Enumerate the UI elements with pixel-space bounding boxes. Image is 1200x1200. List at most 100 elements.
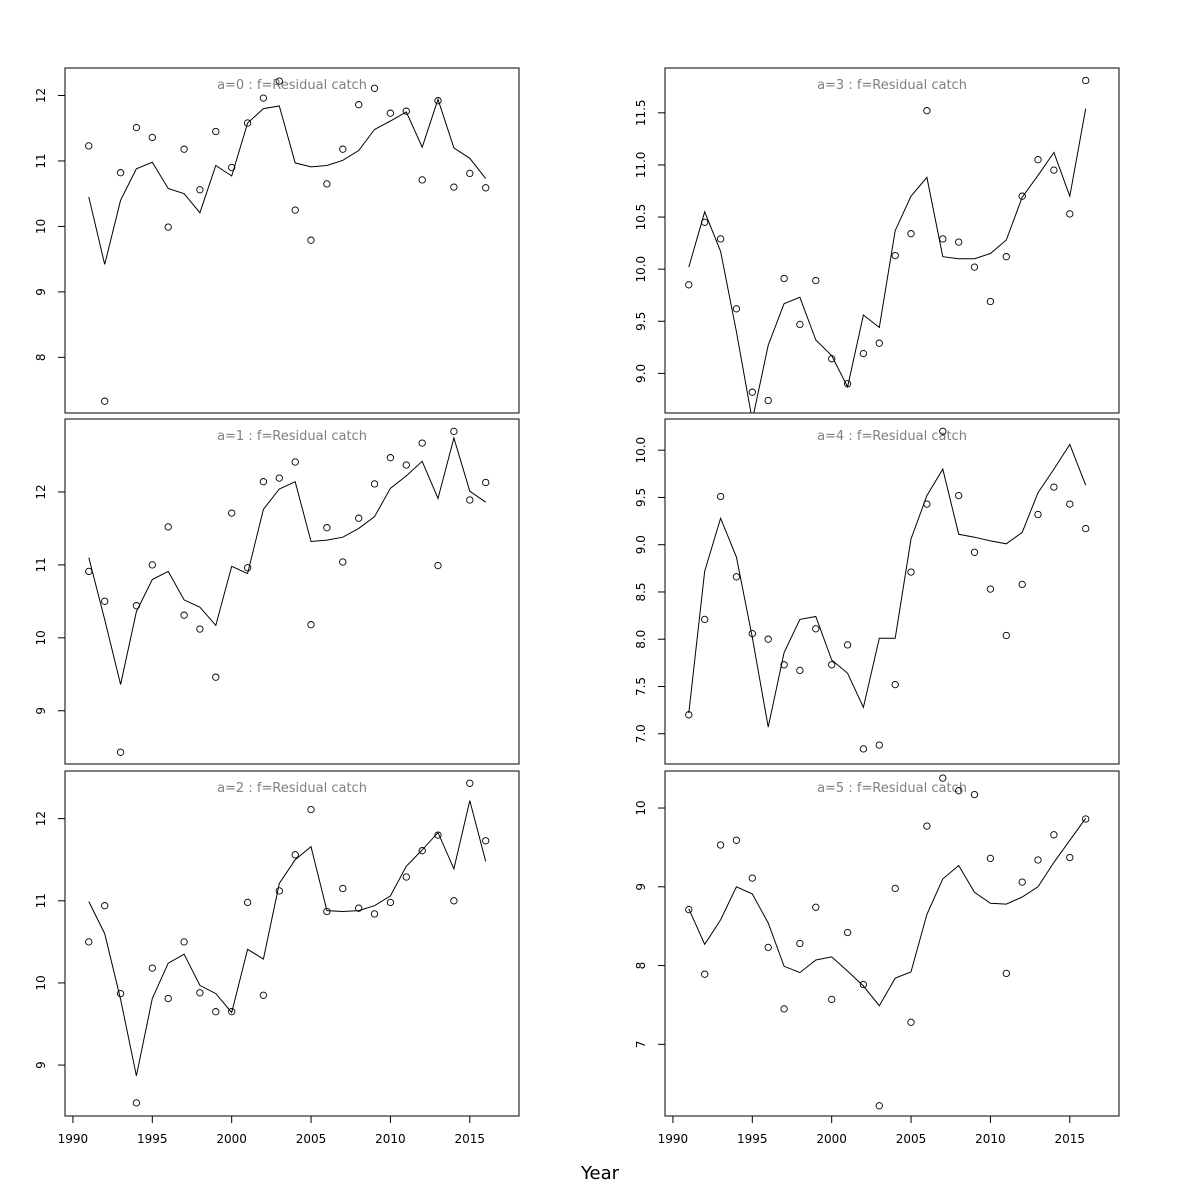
observed-point — [812, 625, 820, 633]
observed-point — [243, 564, 252, 572]
observed-point — [291, 458, 299, 466]
observed-point — [1002, 253, 1010, 261]
observed-point — [1018, 878, 1026, 886]
observed-point — [386, 898, 395, 907]
observed-point — [355, 101, 363, 109]
observed-point — [891, 251, 899, 260]
observed-point — [1034, 856, 1042, 864]
y-tick-label: 9.0 — [634, 364, 648, 383]
observed-point — [339, 558, 347, 566]
observed-point — [955, 238, 963, 246]
panel-title: a=0 : f=Residual catch — [217, 78, 367, 93]
y-tick-label: 11 — [34, 153, 48, 168]
observed-point — [1066, 210, 1074, 218]
observed-point — [764, 943, 772, 952]
observed-point — [891, 680, 899, 689]
y-tick-label: 11 — [34, 893, 48, 908]
observed-point — [339, 884, 347, 893]
observed-point — [748, 388, 756, 396]
x-tick-label: 1990 — [658, 1132, 689, 1146]
observed-point — [923, 822, 931, 830]
panel-frame — [664, 418, 1120, 765]
observed-point — [402, 107, 410, 115]
observed-point — [291, 851, 299, 859]
observed-point — [228, 1008, 236, 1016]
observed-point — [1034, 510, 1042, 519]
y-tick-label: 12 — [34, 88, 48, 103]
observed-point — [101, 902, 109, 910]
y-tick-label: 9 — [634, 883, 648, 891]
observed-point — [1066, 500, 1074, 508]
y-tick-label: 11.0 — [634, 152, 648, 179]
panel-4: a=4 : f=Residual catch 7.0 7.5 8.0 8.5 9.0 9.5… — [634, 418, 1120, 765]
observed-point — [780, 274, 788, 283]
y-tick-label: 10.5 — [634, 204, 648, 231]
x-tick-label: 2015 — [455, 1132, 486, 1146]
observed-point — [196, 625, 204, 633]
observed-point — [164, 994, 172, 1003]
observed-point — [434, 831, 442, 839]
observed-point — [732, 836, 741, 844]
observed-point — [212, 673, 220, 681]
fitted-line — [688, 818, 1087, 1007]
panel-3: a=3 : f=Residual catch 9.0 9.5 10.0 10.5 11.0… — [634, 67, 1120, 414]
observed-point — [180, 145, 188, 153]
observed-point — [482, 478, 490, 487]
observed-point — [986, 854, 995, 863]
observed-point — [812, 276, 820, 285]
observed-point — [780, 1005, 788, 1013]
observed-point — [764, 635, 772, 643]
x-tick-label: 1995 — [137, 1132, 168, 1146]
observed-point — [955, 787, 963, 795]
observed-point — [370, 910, 379, 918]
observed-point — [796, 939, 804, 948]
observed-point — [164, 223, 172, 231]
observed-point — [828, 661, 836, 669]
y-tick-label: 12 — [34, 484, 48, 499]
observed-point — [955, 491, 963, 500]
panel-frame — [64, 67, 520, 414]
observed-point — [907, 1018, 915, 1026]
observed-point — [418, 176, 426, 184]
observed-point — [685, 281, 693, 289]
observed-point — [418, 847, 426, 855]
observed-point — [466, 779, 474, 787]
observed-point — [939, 427, 947, 435]
observed-point — [370, 480, 379, 488]
observed-point — [923, 107, 931, 115]
panel-0: a=0 : f=Residual catch 8 9 10 11 12 — [34, 67, 520, 414]
observed-point — [843, 928, 852, 937]
x-tick-label: 2005 — [896, 1132, 927, 1146]
panel-title: a=5 : f=Residual catch — [817, 781, 967, 796]
y-tick-label: 12 — [34, 811, 48, 826]
observed-point — [275, 887, 283, 895]
x-tick-label: 2000 — [216, 1132, 247, 1146]
x-axis-label: Year — [580, 1163, 620, 1184]
observed-point — [970, 263, 979, 271]
observed-point — [907, 230, 915, 238]
observed-point — [1002, 969, 1010, 978]
observed-point — [180, 611, 188, 619]
observed-point — [275, 474, 283, 482]
y-tick-label: 10 — [34, 219, 48, 234]
observed-point — [101, 597, 109, 605]
observed-point — [732, 305, 741, 313]
observed-point — [748, 629, 756, 638]
panel-frame — [664, 770, 1120, 1117]
observed-point — [939, 774, 947, 782]
observed-point — [875, 741, 883, 749]
observed-point — [243, 898, 252, 907]
observed-point — [101, 397, 109, 405]
x-tick-label: 2015 — [1055, 1132, 1086, 1146]
y-tick-label: 10 — [34, 975, 48, 990]
observed-point — [355, 514, 363, 522]
observed-point — [259, 478, 268, 486]
fitted-line — [88, 436, 486, 685]
observed-point — [716, 841, 725, 849]
observed-point — [875, 1102, 883, 1110]
panel-title: a=3 : f=Residual catch — [817, 78, 967, 93]
observed-point — [716, 492, 725, 501]
x-tick-label: 2010 — [975, 1132, 1006, 1146]
observed-point — [259, 991, 268, 999]
